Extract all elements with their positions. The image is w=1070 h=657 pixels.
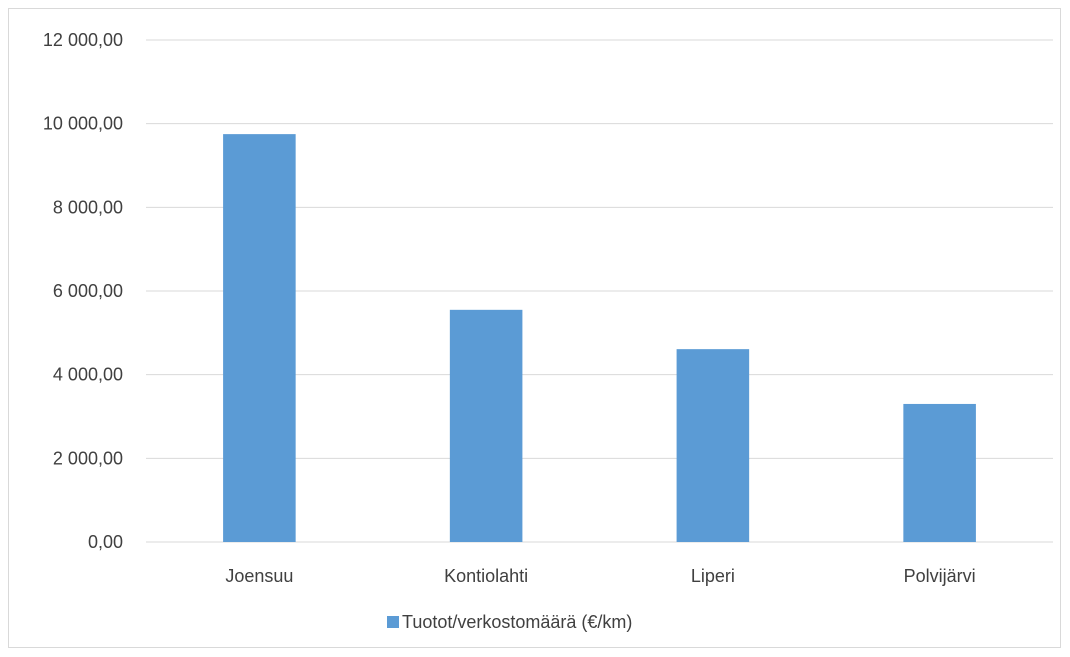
y-tick-label: 4 000,00 bbox=[53, 365, 123, 385]
y-tick-label: 12 000,00 bbox=[43, 30, 123, 50]
x-axis-category-labels: Joensuu Kontiolahti Liperi Polvijärvi bbox=[225, 566, 975, 586]
bar-kontiolahti bbox=[449, 309, 523, 542]
y-tick-label: 8 000,00 bbox=[53, 197, 123, 217]
y-tick-label: 6 000,00 bbox=[53, 281, 123, 301]
chart-frame bbox=[8, 8, 1061, 648]
bar-liperi bbox=[676, 349, 750, 542]
x-category-label: Joensuu bbox=[225, 566, 293, 586]
bars bbox=[223, 134, 976, 542]
y-tick-label: 2 000,00 bbox=[53, 448, 123, 468]
legend-swatch bbox=[387, 616, 399, 628]
bar-joensuu bbox=[223, 134, 296, 542]
legend: Tuotot/verkostomäärä (€/km) bbox=[387, 612, 632, 632]
y-tick-label: 10 000,00 bbox=[43, 114, 123, 134]
legend-label: Tuotot/verkostomäärä (€/km) bbox=[402, 612, 632, 632]
x-category-label: Polvijärvi bbox=[904, 566, 976, 586]
bar-polvijärvi bbox=[903, 403, 976, 542]
gridlines bbox=[146, 39, 1053, 543]
y-axis-tick-labels: 0,00 2 000,00 4 000,00 6 000,00 8 000,00 10 0… bbox=[43, 30, 123, 552]
x-category-label: Liperi bbox=[691, 566, 735, 586]
y-tick-label: 0,00 bbox=[88, 532, 123, 552]
x-category-label: Kontiolahti bbox=[444, 566, 528, 586]
